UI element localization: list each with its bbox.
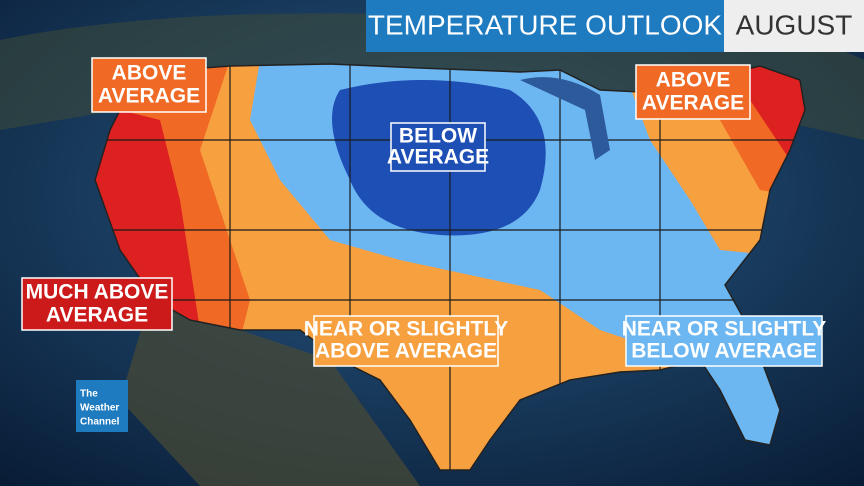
label-box: [21, 277, 173, 331]
label-line: AVERAGE: [387, 146, 489, 169]
label-box: [635, 64, 751, 120]
logo-box: [76, 380, 128, 432]
logo-line: Weather: [80, 403, 119, 414]
label-line: ABOVE: [112, 62, 187, 85]
label-line: BELOW: [399, 125, 477, 148]
label-box: [625, 315, 823, 367]
logo-line: Channel: [80, 417, 120, 428]
us-outline: [94, 63, 806, 471]
label-line: AVERAGE: [46, 304, 148, 327]
label-line: MUCH ABOVE: [26, 281, 169, 304]
title-box: [366, 0, 724, 52]
mexico-land: [120, 300, 420, 486]
logo-line: The: [80, 389, 98, 400]
label-line: AVERAGE: [642, 92, 744, 115]
title: TEMPERATURE OUTLOOK: [368, 9, 723, 40]
period-box: [724, 0, 864, 52]
label-line: NEAR OR SLIGHTLY: [304, 318, 509, 341]
label-line: NEAR OR SLIGHTLY: [622, 318, 827, 341]
label-line: ABOVE AVERAGE: [315, 340, 497, 363]
label-box: [390, 122, 486, 172]
great-lakes: [520, 77, 610, 160]
label-line: AVERAGE: [98, 85, 200, 108]
label-box: [91, 57, 207, 113]
label-line: ABOVE: [656, 69, 731, 92]
label-line: BELOW AVERAGE: [631, 340, 817, 363]
period: AUGUST: [736, 9, 853, 40]
label-box: [313, 315, 499, 367]
